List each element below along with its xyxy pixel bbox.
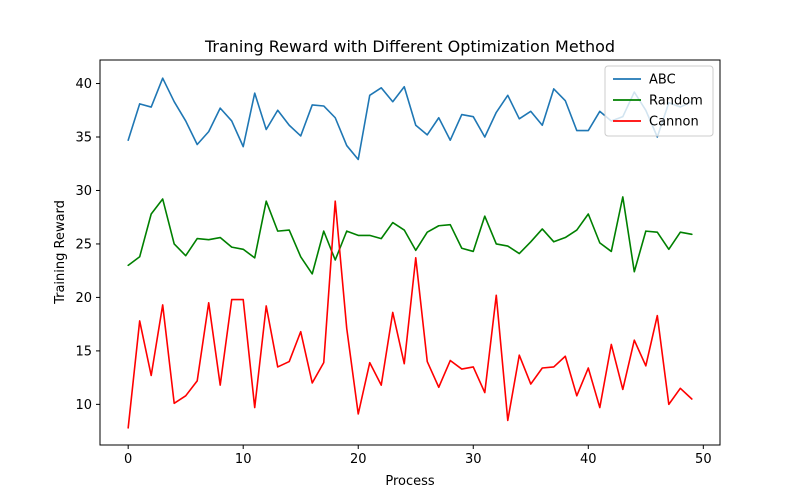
y-tick-label: 15: [75, 344, 92, 359]
axes: 0 10 20 30 40 50 10 15 20 25 30 35 40: [75, 77, 711, 467]
series-line-random: [127, 196, 693, 275]
legend: ABC Random Cannon: [604, 65, 714, 137]
x-tick-label: 10: [235, 452, 252, 467]
x-tick-label: 0: [124, 452, 132, 467]
series-line-abc: [127, 77, 693, 161]
x-tick-label: 50: [695, 452, 712, 467]
y-tick-label: 30: [75, 184, 92, 199]
y-tick-label: 20: [75, 291, 92, 306]
legend-box: [604, 65, 714, 137]
x-axis-title: Process: [385, 474, 435, 489]
y-tick-label: 25: [75, 237, 92, 252]
y-tick-label: 40: [75, 77, 92, 92]
y-tick-label: 10: [75, 398, 92, 413]
x-tick-label: 30: [465, 452, 482, 467]
plot-area: [127, 77, 693, 429]
plot-frame: [99, 59, 721, 446]
y-axis-title: Training Reward: [53, 200, 68, 305]
legend-label-cannon: Cannon: [649, 115, 699, 130]
series-line-cannon: [127, 200, 693, 429]
x-tick-label: 40: [580, 452, 597, 467]
legend-label-abc: ABC: [649, 73, 676, 88]
x-tick-label: 20: [350, 452, 367, 467]
chart-title: Traning Reward with Different Optimizati…: [204, 37, 615, 56]
legend-label-random: Random: [649, 94, 703, 109]
y-tick-label: 35: [75, 131, 92, 146]
